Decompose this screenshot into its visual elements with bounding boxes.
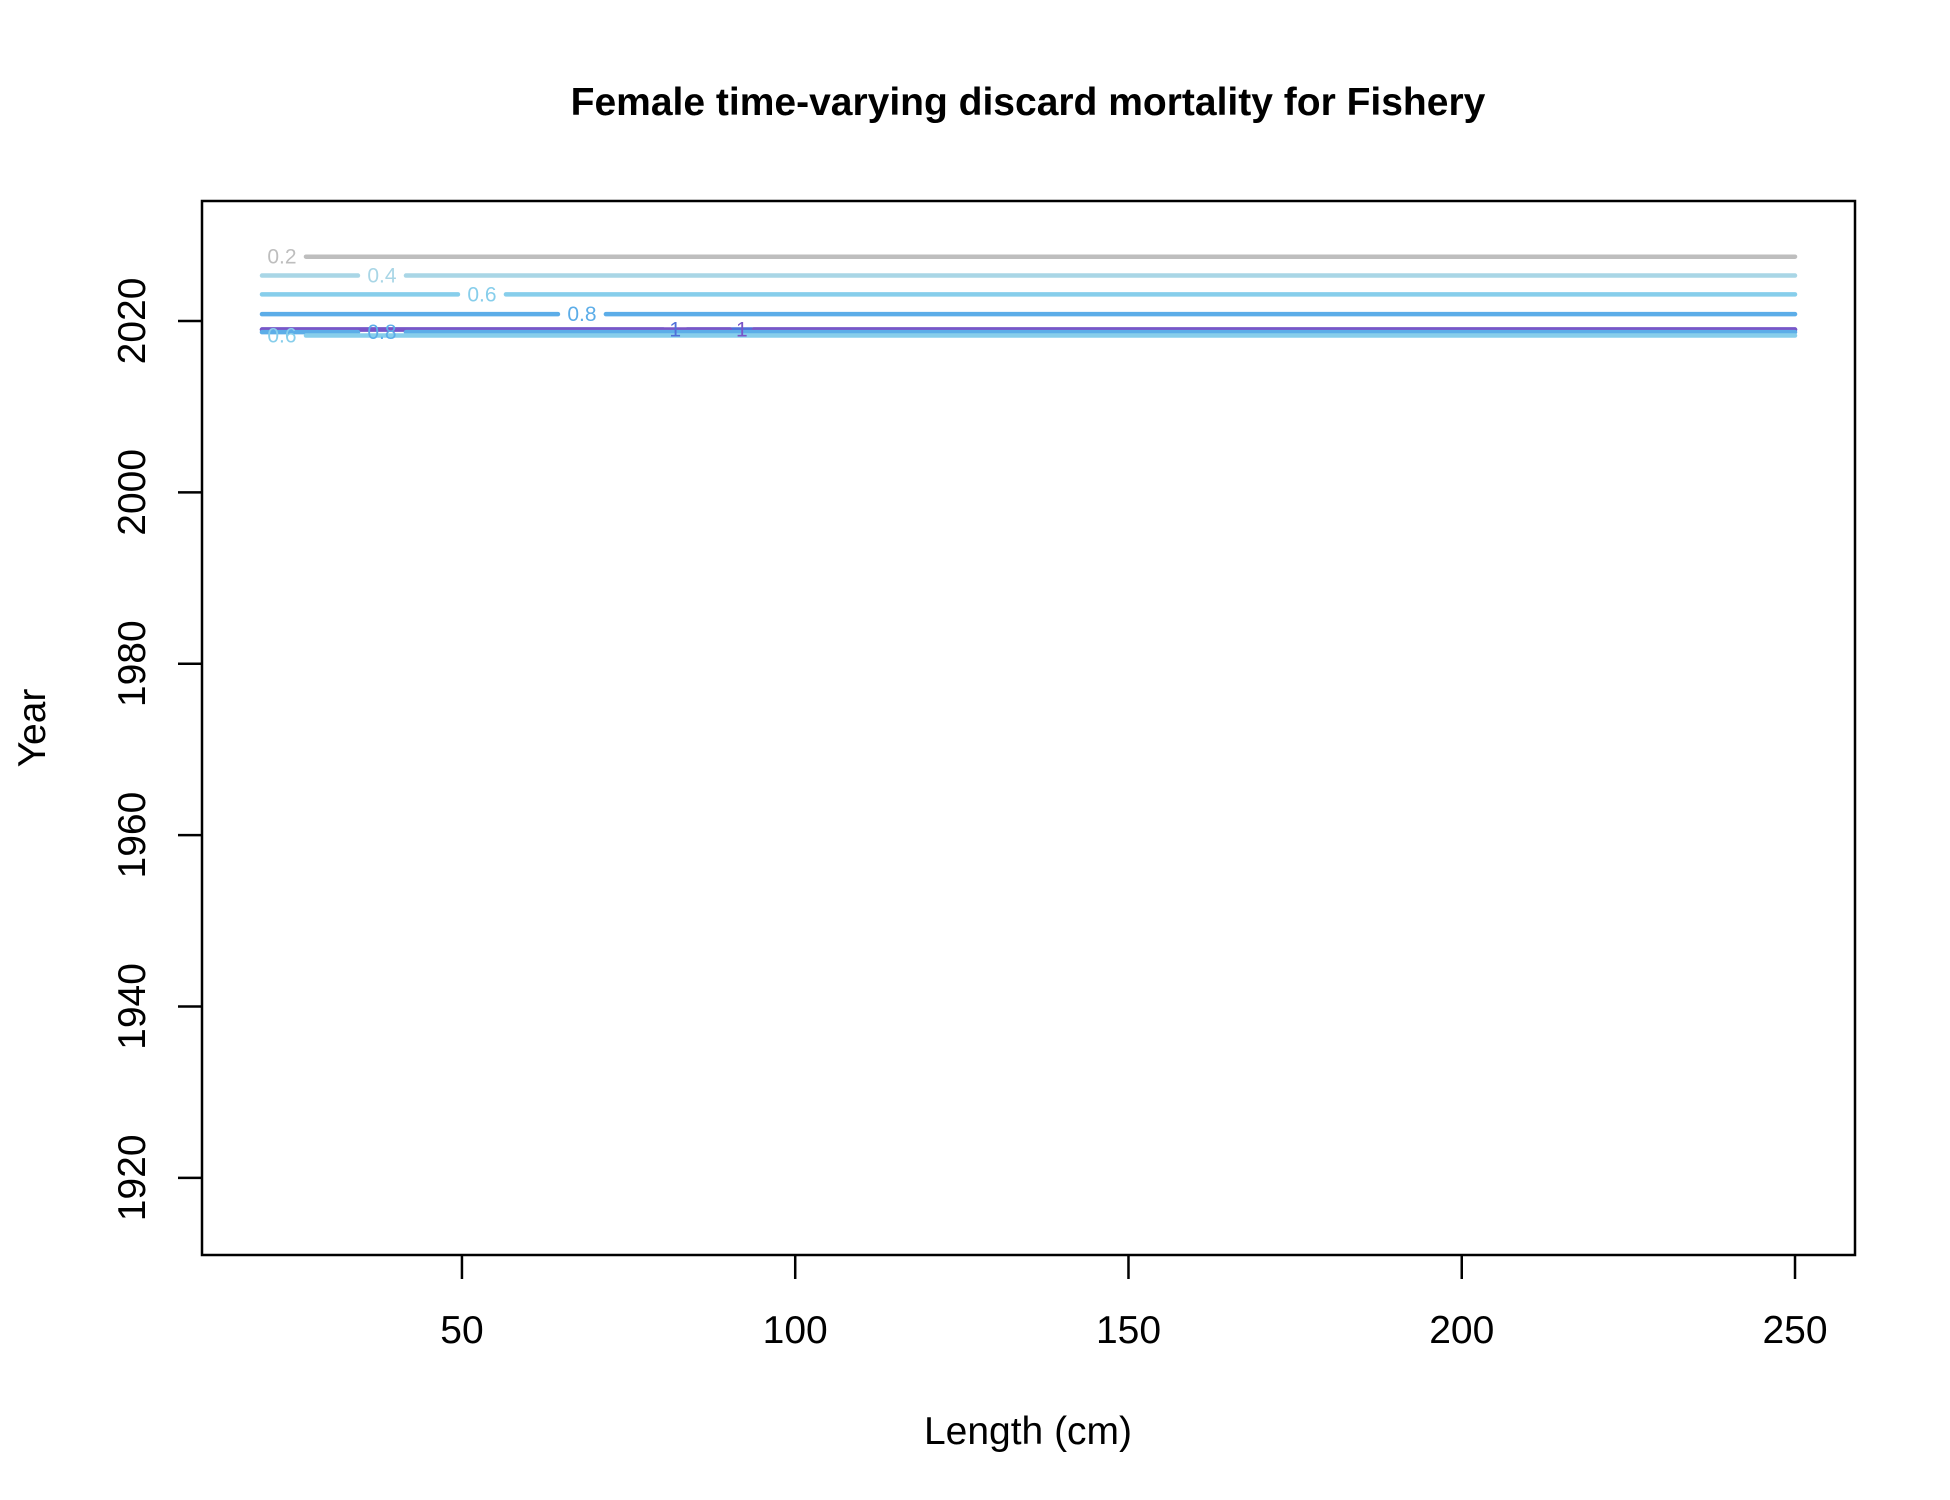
x-tick-label-250: 250 [1762, 1309, 1827, 1352]
contour-label-0-8-3: 0.8 [567, 303, 596, 326]
y-tick-label-1940: 1940 [111, 963, 154, 1050]
plot-frame [200, 199, 1857, 1257]
contour-label-0-8-6: 0.8 [367, 321, 396, 344]
y-tick-label-1980: 1980 [111, 620, 154, 707]
x-tick-label-150: 150 [1096, 1309, 1161, 1352]
y-axis-label: Year [11, 689, 54, 768]
contour-label-0-6-2: 0.6 [467, 283, 496, 306]
y-tick-label-1960: 1960 [111, 792, 154, 879]
contour-lines [259, 254, 1798, 338]
contour-label-0-2-0: 0.2 [267, 246, 296, 269]
contour-label-1-5: 1 [736, 319, 748, 342]
x-axis: 50 100 150 200 250 [440, 1255, 1828, 1352]
contour-label-0-6-7: 0.6 [267, 325, 296, 348]
x-tick-label-200: 200 [1429, 1309, 1494, 1352]
contour-label-0-4-1: 0.4 [367, 265, 397, 288]
contour-label-1-4: 1 [669, 319, 681, 342]
y-axis: 1920 1940 1960 1980 2000 2020 [111, 278, 202, 1221]
chart-title: Female time-varying discard mortality fo… [571, 81, 1486, 124]
x-tick-label-50: 50 [440, 1309, 483, 1352]
x-axis-label: Length (cm) [924, 1410, 1132, 1453]
y-tick-label-1920: 1920 [111, 1134, 154, 1221]
x-tick-label-100: 100 [763, 1309, 828, 1352]
contour-labels: 0.2 0.4 0.6 0.8 1 1 0.8 0.6 [267, 246, 747, 348]
y-tick-label-2000: 2000 [111, 449, 154, 536]
y-tick-label-2020: 2020 [111, 278, 154, 365]
